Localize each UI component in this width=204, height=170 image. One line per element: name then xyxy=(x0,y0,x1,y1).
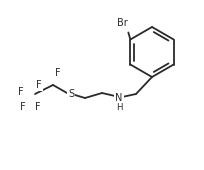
Text: Br: Br xyxy=(116,19,127,29)
Text: F: F xyxy=(55,68,61,78)
Text: F: F xyxy=(36,80,42,90)
Text: F: F xyxy=(35,102,41,112)
Text: N: N xyxy=(115,93,122,103)
Text: H: H xyxy=(115,103,122,112)
Text: F: F xyxy=(20,102,26,112)
Text: F: F xyxy=(18,87,24,97)
Text: S: S xyxy=(68,89,74,99)
